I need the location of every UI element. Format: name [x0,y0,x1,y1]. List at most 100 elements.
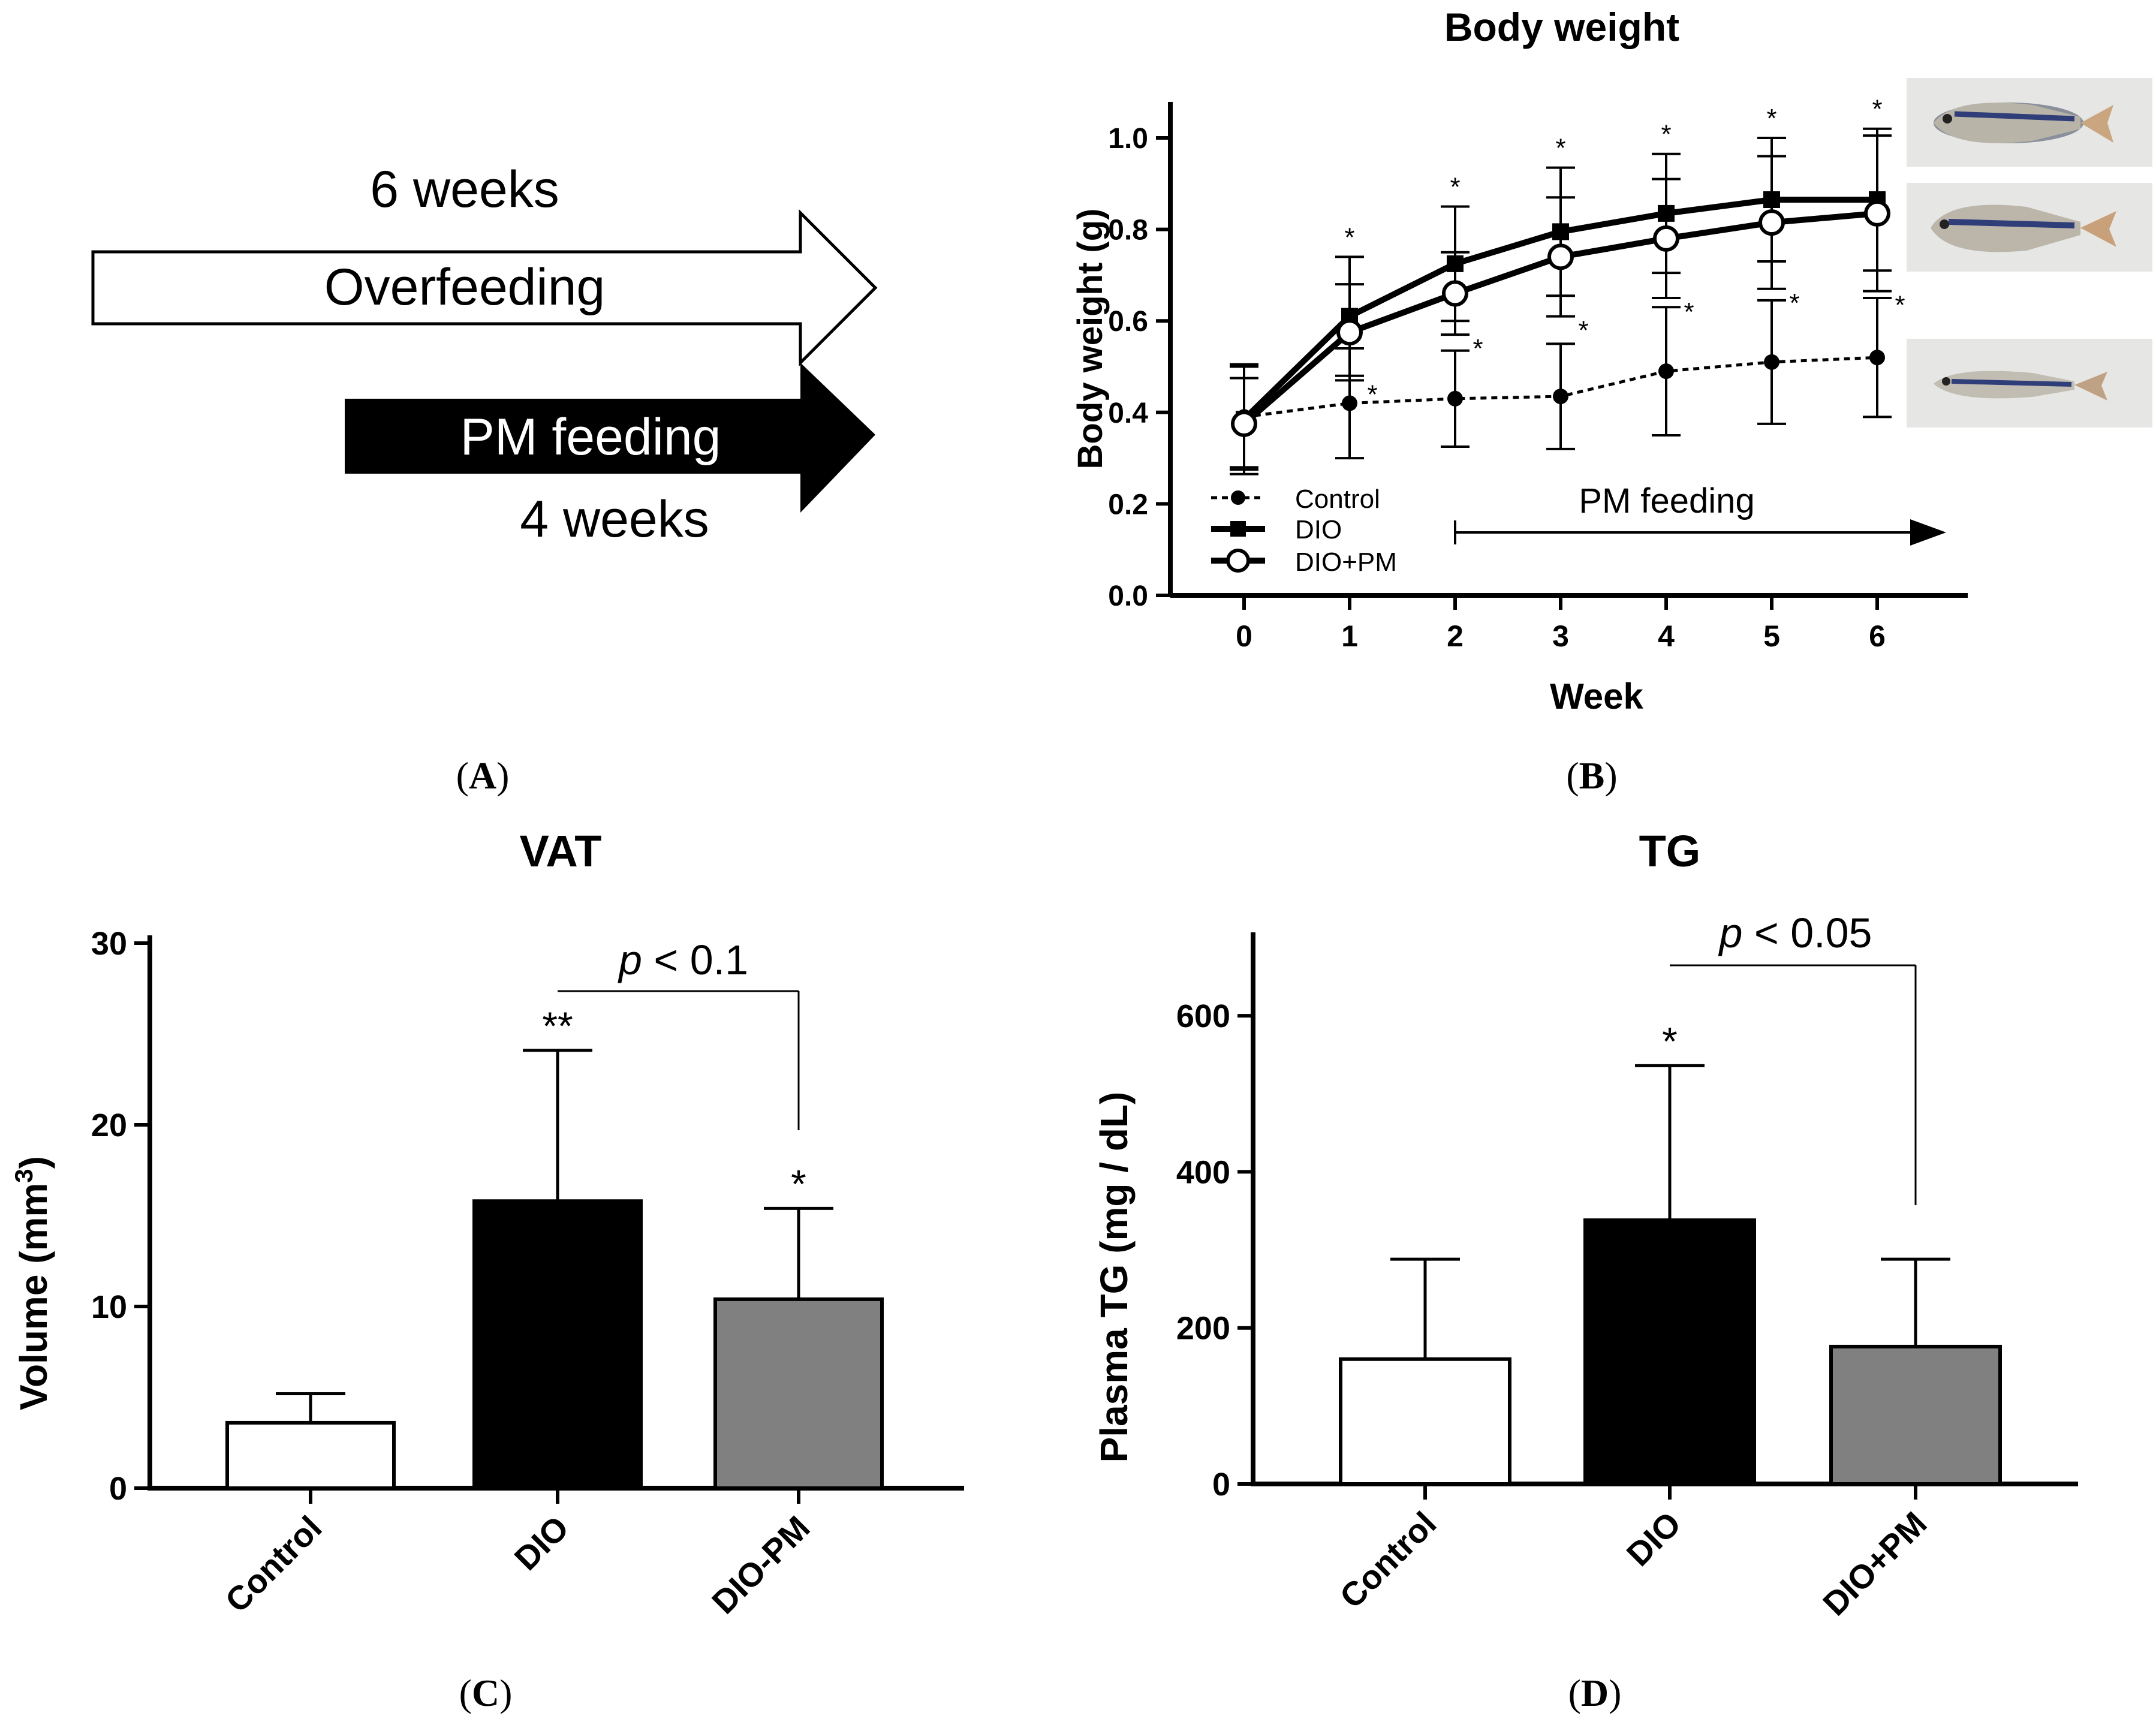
chart-c-title: VAT [519,826,601,876]
chart-c-x-tick-label: Control [218,1509,329,1619]
data-point-control [1342,395,1357,411]
data-point-dio-pm [1864,200,1890,227]
chart-d-x-tick-label: DIO [1619,1504,1688,1573]
chart-c-y-tick-label: 30 [91,926,127,962]
fish-photo-dio [1907,78,2152,167]
chart-c-significance: * [791,1161,806,1206]
data-point-dio-pm [1547,243,1574,270]
significance-star-dio-pm: * [1684,297,1694,327]
legend-control-marker [1231,490,1245,505]
tg-chart: TG Plasma TG (mg / dL) 0 200 400 600 Control… [1092,826,2078,1622]
significance-star-dio: * [1766,104,1776,133]
chart-d-x-tick-label: DIO+PM [1815,1504,1934,1622]
chart-b-y-tick-label: 1.0 [1108,123,1148,155]
chart-d-y-tick-label: 200 [1176,1311,1230,1347]
bottom-arrow-caption: 4 weeks [520,490,709,548]
panel-a-timeline: 6 weeks Overfeeding PM feeding 4 weeks [91,161,878,548]
data-point-dio [1552,223,1569,240]
significance-star-dio: * [1344,222,1354,252]
pm-feeding-arrow [345,363,875,513]
body-weight-chart: Body weight Body weight (g) Week 0.0 0.2 0… [1071,5,2152,717]
chart-b-y-tick-label: 0.6 [1108,306,1148,338]
chart-c-y-tick-label: 10 [91,1289,127,1325]
fish-photo-diopm [1907,183,2152,272]
chart-b-x-tick-label: 6 [1869,619,1886,653]
chart-c-bar-control [225,1420,396,1490]
significance-star-dio: * [1555,134,1565,163]
chart-d-bar-dio-pm [1829,1344,2002,1486]
chart-b-x-tick-label: 0 [1236,619,1252,653]
chart-b-y-tick-label: 0.0 [1108,580,1148,612]
panel-label-c: (C) [459,1672,513,1714]
chart-b-y-tick-label: 0.2 [1108,489,1148,520]
legend-dio-marker [1230,521,1246,537]
significance-star-dio: * [1450,172,1460,201]
chart-c-bracket-label: p < 0.1 [618,937,748,983]
chart-c-x-tick-label: DIO-PM [704,1509,817,1621]
data-point-dio [1447,255,1464,272]
panel-label-a: (A) [456,754,510,797]
data-point-dio-pm [1758,209,1785,236]
chart-c-bar-dio-pm [713,1297,884,1490]
chart-b-ylabel: Body weight (g) [1071,209,1110,469]
legend-diopm-label: DIO+PM [1295,547,1397,577]
chart-b-x-tick-label: 4 [1658,619,1675,653]
bottom-arrow-label: PM feeding [460,408,721,466]
chart-b-x-tick-label: 1 [1341,619,1358,653]
top-arrow-caption: 6 weeks [370,161,559,218]
chart-d-y-tick-label: 600 [1176,998,1230,1034]
significance-star-dio: * [1661,120,1671,149]
significance-star-dio-pm: * [1367,380,1377,409]
significance-star-dio-pm: * [1789,288,1799,318]
chart-b-legend: Control DIO DIO+PM [1211,484,1397,577]
chart-d-y-tick-label: 0 [1212,1467,1230,1503]
pm-feeding-annotation: PM feeding [1579,481,1754,520]
significance-star-dio-pm: * [1895,291,1905,320]
chart-d-bar-control [1339,1357,1511,1486]
data-point-dio-pm [1653,225,1679,252]
data-point-control [1869,350,1885,366]
data-point-control [1553,389,1568,405]
data-point-control [1447,390,1463,407]
chart-d-y-tick-label: 400 [1176,1154,1230,1190]
chart-d-significance: * [1662,1019,1678,1063]
legend-dio-label: DIO [1295,515,1342,544]
legend-control-label: Control [1295,484,1380,514]
chart-b-title: Body weight [1444,5,1679,49]
fish-photo-control [1907,339,2152,428]
chart-d-ylabel: Plasma TG (mg / dL) [1092,1092,1136,1463]
fish-photos [1907,78,2152,428]
data-point-dio-pm [1442,280,1468,307]
significance-star-dio-pm: * [1578,316,1588,345]
vat-chart: VAT Volume (mm3) 0 10 20 30 Control DIO ** DIO-… [10,826,964,1621]
data-point-dio [1658,204,1675,222]
chart-c-y-tick-label: 0 [109,1471,127,1507]
chart-c-significance: ** [542,1004,573,1048]
chart-d-title: TG [1639,826,1701,876]
panel-label-b: (B) [1566,754,1617,797]
chart-b-x-tick-label: 5 [1763,619,1780,653]
data-point-control [1658,363,1674,380]
data-point-dio-pm [1231,410,1257,437]
chart-b-x-tick-label: 2 [1447,619,1464,653]
data-point-control [1764,354,1779,370]
chart-d-x-tick-label: Control [1332,1504,1443,1615]
chart-c-ylabel: Volume (mm3) [10,1156,55,1410]
top-arrow-label: Overfeeding [324,258,606,316]
significance-star-dio: * [1872,95,1882,124]
chart-b-xlabel: Week [1550,676,1643,717]
chart-d-bracket-label: p < 0.05 [1718,910,1872,956]
panel-label-d: (D) [1568,1672,1622,1714]
chart-b-y-tick-label: 0.4 [1108,398,1148,429]
legend-diopm-marker [1226,549,1250,573]
data-point-dio-pm [1336,319,1363,346]
chart-d-bar-dio [1583,1218,1756,1486]
chart-b-x-tick-label: 3 [1552,619,1569,653]
pm-feeding-arrow-head [1910,519,1946,546]
chart-c-y-tick-label: 20 [91,1107,127,1143]
data-point-dio [1763,191,1780,209]
chart-b-y-tick-label: 0.8 [1108,215,1148,246]
overfeeding-arrow [91,209,878,367]
chart-c-bar-dio [472,1199,643,1490]
